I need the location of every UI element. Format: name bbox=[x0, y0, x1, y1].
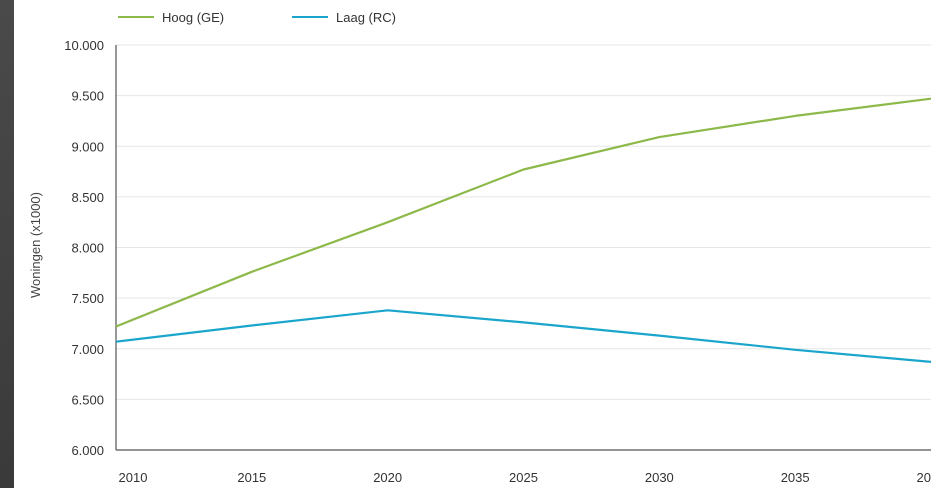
y-tick-label: 10.000 bbox=[64, 38, 104, 53]
y-tick-label: 6.000 bbox=[71, 443, 104, 458]
x-tick-label: 2030 bbox=[645, 470, 674, 485]
y-tick-label: 9.500 bbox=[71, 89, 104, 104]
legend: Hoog (GE) Laag (RC) bbox=[118, 10, 396, 25]
series-line bbox=[115, 97, 931, 328]
y-axis-label: Woningen (x1000) bbox=[28, 192, 43, 298]
axes bbox=[115, 45, 931, 451]
y-tick-label: 7.000 bbox=[71, 342, 104, 357]
x-tick-labels: 2010 2015 2020 2025 2030 2035 2040 bbox=[119, 470, 931, 485]
y-tick-label: 8.000 bbox=[71, 241, 104, 256]
y-tick-labels: 6.000 6.500 7.000 7.500 8.000 8.500 9.000 9.500… bbox=[64, 38, 104, 458]
y-tick-label: 7.500 bbox=[71, 291, 104, 306]
y-tick-label: 9.000 bbox=[71, 139, 104, 154]
y-tick-label: 8.500 bbox=[71, 190, 104, 205]
x-tick-label: 2020 bbox=[373, 470, 402, 485]
x-tick-label: 2010 bbox=[119, 470, 148, 485]
x-tick-label: 2015 bbox=[237, 470, 266, 485]
legend-label: Hoog (GE) bbox=[162, 10, 224, 25]
series-line bbox=[115, 309, 931, 363]
legend-label: Laag (RC) bbox=[336, 10, 396, 25]
grid-lines bbox=[116, 44, 931, 400]
x-tick-label: 2025 bbox=[509, 470, 538, 485]
x-tick-label: 2040 bbox=[917, 470, 931, 485]
chart-panel bbox=[14, 0, 931, 488]
series-lines bbox=[115, 97, 931, 363]
x-tick-label: 2035 bbox=[781, 470, 810, 485]
y-tick-label: 6.500 bbox=[71, 392, 104, 407]
